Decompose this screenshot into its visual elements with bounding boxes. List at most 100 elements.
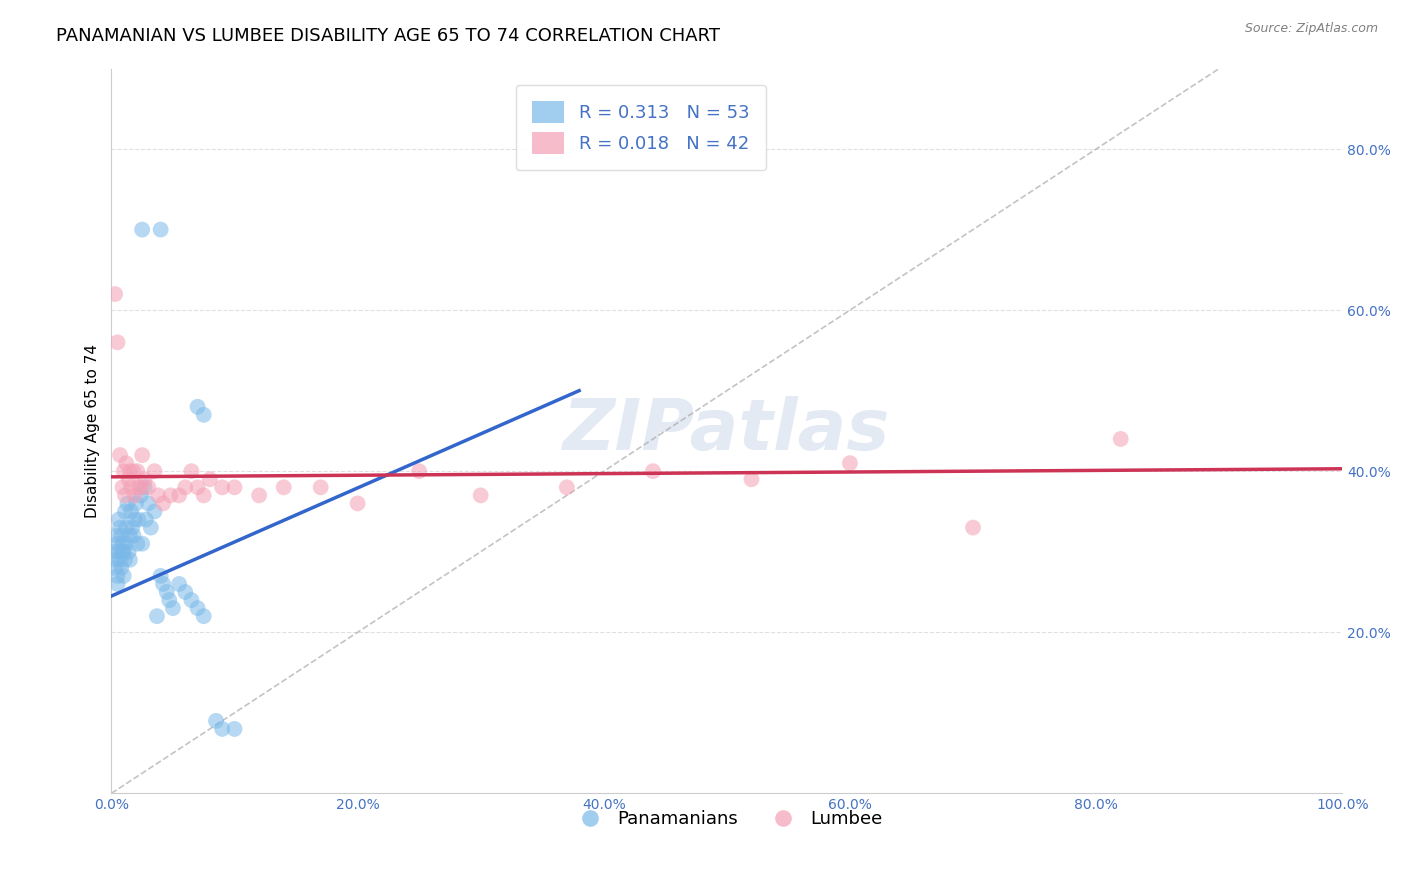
Point xyxy=(107,577,129,591)
Point xyxy=(118,464,141,478)
Point xyxy=(104,545,127,559)
Point xyxy=(111,537,134,551)
Point xyxy=(148,488,170,502)
Point xyxy=(1109,432,1132,446)
Point xyxy=(107,569,129,583)
Point xyxy=(115,456,138,470)
Point xyxy=(156,585,179,599)
Point xyxy=(105,528,128,542)
Point xyxy=(104,561,127,575)
Point xyxy=(122,464,145,478)
Point xyxy=(115,520,138,534)
Point xyxy=(124,512,146,526)
Point xyxy=(112,569,135,583)
Point xyxy=(127,537,149,551)
Point xyxy=(138,480,160,494)
Point xyxy=(205,714,228,728)
Point xyxy=(211,480,233,494)
Point xyxy=(127,480,149,494)
Point xyxy=(114,488,136,502)
Point xyxy=(180,593,202,607)
Point xyxy=(162,601,184,615)
Point xyxy=(224,722,246,736)
Point xyxy=(187,480,209,494)
Point xyxy=(114,553,136,567)
Point xyxy=(108,520,131,534)
Point xyxy=(121,520,143,534)
Text: PANAMANIAN VS LUMBEE DISABILITY AGE 65 TO 74 CORRELATION CHART: PANAMANIAN VS LUMBEE DISABILITY AGE 65 T… xyxy=(56,27,720,45)
Point xyxy=(129,488,152,502)
Point xyxy=(157,593,180,607)
Point xyxy=(110,528,132,542)
Point xyxy=(127,464,149,478)
Y-axis label: Disability Age 65 to 74: Disability Age 65 to 74 xyxy=(86,344,100,518)
Point xyxy=(408,464,430,478)
Point xyxy=(127,512,149,526)
Point xyxy=(117,496,139,510)
Point xyxy=(211,722,233,736)
Point xyxy=(187,400,209,414)
Point xyxy=(131,222,153,236)
Point xyxy=(114,504,136,518)
Point xyxy=(112,545,135,559)
Point xyxy=(146,609,169,624)
Legend: Panamanians, Lumbee: Panamanians, Lumbee xyxy=(564,803,889,835)
Point xyxy=(124,488,146,502)
Point xyxy=(143,464,166,478)
Point xyxy=(138,496,160,510)
Text: Source: ZipAtlas.com: Source: ZipAtlas.com xyxy=(1244,22,1378,36)
Point xyxy=(149,569,172,583)
Point xyxy=(118,528,141,542)
Point xyxy=(193,609,215,624)
Point xyxy=(129,480,152,494)
Point xyxy=(555,480,578,494)
Point xyxy=(180,464,202,478)
Point xyxy=(105,553,128,567)
Point xyxy=(134,472,156,486)
Point xyxy=(149,222,172,236)
Point xyxy=(110,561,132,575)
Point xyxy=(118,553,141,567)
Point xyxy=(134,480,156,494)
Point xyxy=(120,480,142,494)
Point xyxy=(838,456,860,470)
Point xyxy=(470,488,492,502)
Point xyxy=(117,545,139,559)
Point xyxy=(104,287,127,301)
Point xyxy=(167,488,190,502)
Point xyxy=(174,480,197,494)
Point xyxy=(120,504,142,518)
Point xyxy=(641,464,664,478)
Point xyxy=(346,496,368,510)
Point xyxy=(131,448,153,462)
Point xyxy=(740,472,762,486)
Point xyxy=(115,537,138,551)
Point xyxy=(111,480,134,494)
Point xyxy=(309,480,332,494)
Point xyxy=(198,472,221,486)
Point xyxy=(135,512,157,526)
Point xyxy=(122,528,145,542)
Point xyxy=(117,472,139,486)
Point xyxy=(152,577,174,591)
Point xyxy=(193,408,215,422)
Point xyxy=(107,335,129,350)
Point xyxy=(131,537,153,551)
Point xyxy=(167,577,190,591)
Point xyxy=(962,520,984,534)
Point xyxy=(224,480,246,494)
Point xyxy=(107,545,129,559)
Point xyxy=(273,480,295,494)
Point xyxy=(108,553,131,567)
Point xyxy=(143,504,166,518)
Point xyxy=(108,448,131,462)
Point xyxy=(107,512,129,526)
Point xyxy=(112,464,135,478)
Point xyxy=(247,488,270,502)
Point xyxy=(174,585,197,599)
Text: ZIPatlas: ZIPatlas xyxy=(564,396,890,466)
Point xyxy=(159,488,181,502)
Point xyxy=(152,496,174,510)
Point xyxy=(193,488,215,502)
Point xyxy=(125,496,148,510)
